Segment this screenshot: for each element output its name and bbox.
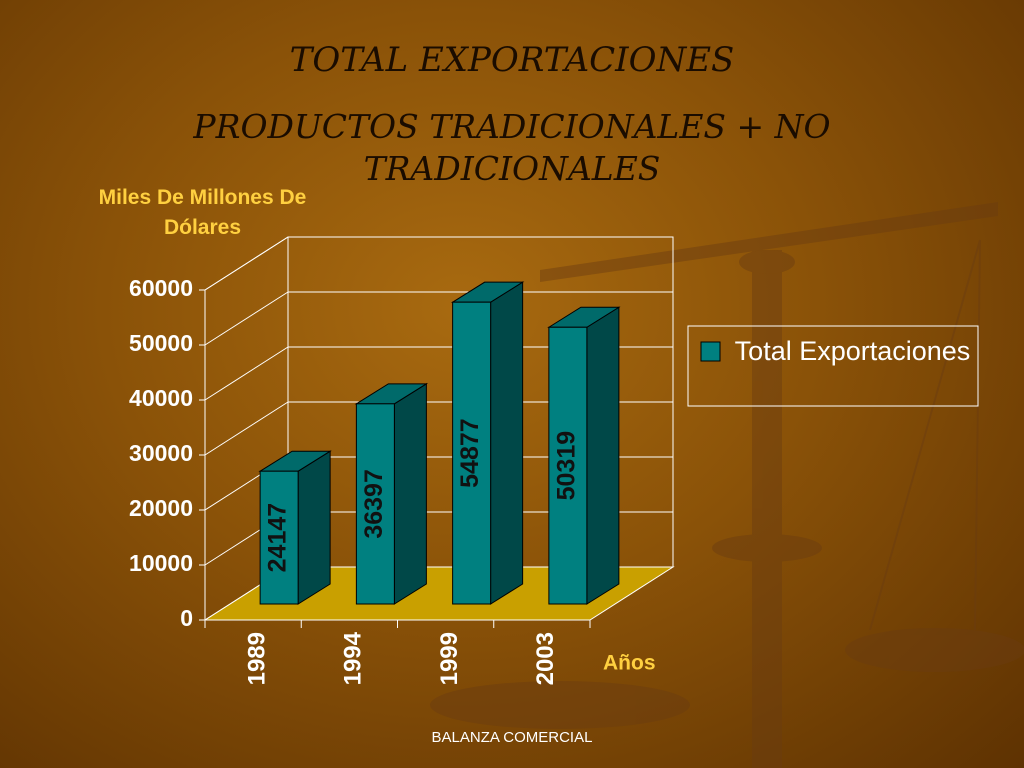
grid-line <box>204 401 289 456</box>
bar-side <box>586 306 620 605</box>
x-tick-label: 1999 <box>436 632 463 685</box>
bar <box>259 470 299 605</box>
y-tick-label: 50000 <box>129 330 193 356</box>
bar <box>355 403 395 605</box>
bar <box>548 326 588 605</box>
value-label: 24147 <box>264 503 292 573</box>
scale-decoration <box>430 202 1024 768</box>
grid-line <box>204 291 289 346</box>
grid-line <box>204 236 289 291</box>
legend-box <box>687 325 979 407</box>
chart-subtitle: PRODUCTOS TRADICIONALES + NO TRADICIONAL… <box>193 107 831 188</box>
bar <box>452 301 492 605</box>
legend-swatch <box>700 341 721 362</box>
x-tick-label: 1994 <box>340 631 367 685</box>
bar-side <box>297 450 331 605</box>
bar-side <box>393 382 427 605</box>
value-label: 50319 <box>552 431 580 501</box>
value-label: 54877 <box>456 418 484 488</box>
y-tick-label: 20000 <box>129 495 193 521</box>
bar-side <box>490 281 524 605</box>
footer: BALANZA COMERCIAL <box>431 729 593 746</box>
y-tick-label: 0 <box>180 605 193 631</box>
x-axis-label: Años <box>603 652 656 675</box>
legend-label: Total Exportaciones <box>734 336 971 366</box>
grid-line <box>204 346 289 401</box>
x-tick-label: 2003 <box>532 632 559 685</box>
y-tick-label: 30000 <box>129 440 193 466</box>
value-label: 36397 <box>360 469 388 539</box>
chart-title: TOTAL EXPORTACIONES <box>289 40 735 80</box>
y-tick-label: 10000 <box>129 550 193 576</box>
y-tick-label: 60000 <box>129 275 193 301</box>
x-tick-label: 1989 <box>243 632 270 685</box>
y-axis-label: Miles De Millones De Dólares <box>98 186 307 239</box>
y-tick-label: 40000 <box>129 385 193 411</box>
